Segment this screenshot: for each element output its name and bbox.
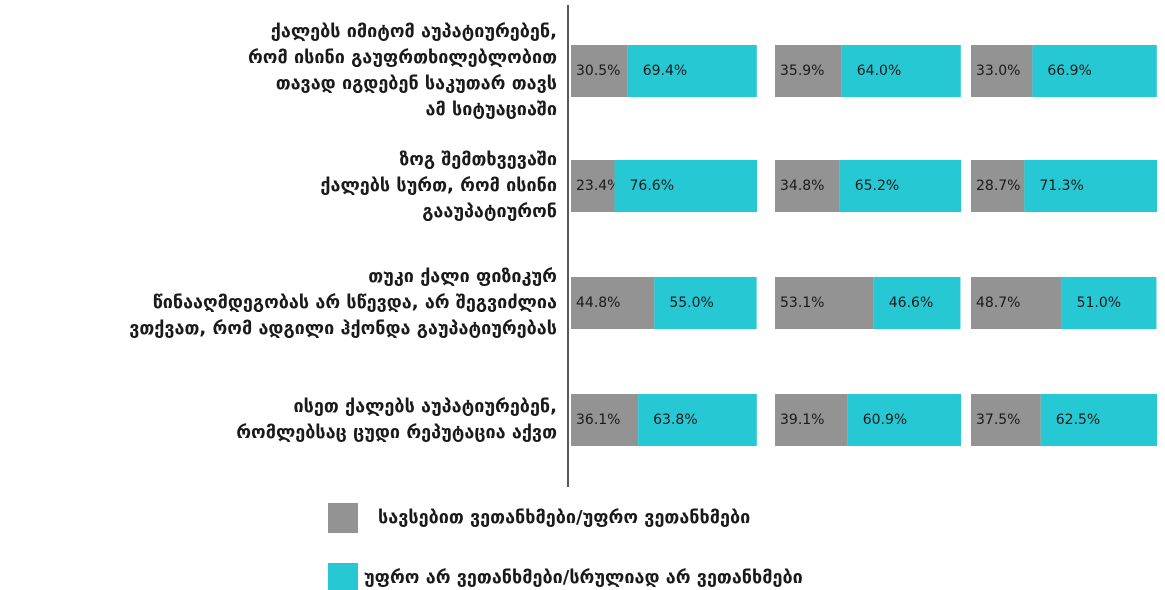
bar-segment [775, 394, 848, 446]
value-label: 51.0% [1077, 295, 1121, 311]
legend-swatch [328, 563, 358, 590]
value-label: 53.1% [780, 295, 824, 311]
bar-segment [775, 160, 840, 212]
value-label: 34.8% [780, 178, 824, 194]
bar-segment [839, 160, 961, 212]
bar-segment [1040, 394, 1157, 446]
bar-segment [971, 160, 1025, 212]
bar-segment [571, 160, 615, 212]
category-label: რომ ისინი გაუფრთხილებლობით [248, 47, 557, 68]
value-label: 28.7% [976, 178, 1020, 194]
legend-swatch [328, 503, 358, 533]
value-label: 33.0% [976, 63, 1020, 79]
category-label: ქალებს იმიტომ აუპატიურებენ, [271, 21, 557, 42]
bar-segment [1024, 160, 1157, 212]
bar-segment [627, 45, 757, 97]
value-label: 65.2% [855, 178, 899, 194]
bar-segment [971, 45, 1033, 97]
value-label: 46.6% [889, 295, 933, 311]
category-label: რომლებსაც ცუდი რეპუტაცია აქვთ [236, 422, 557, 443]
bar-segment [571, 394, 639, 446]
value-label: 66.9% [1047, 63, 1091, 79]
value-label: 69.4% [643, 63, 687, 79]
legend-label: უფრო არ ვეთანხმები/სრულიად არ ვეთანხმები [364, 567, 803, 588]
bar-segment [638, 394, 757, 446]
bar-segment [1061, 277, 1157, 329]
bar-segment [971, 277, 1062, 329]
value-label: 63.8% [653, 412, 697, 428]
bar-segment [971, 394, 1041, 446]
bar-segment [571, 45, 628, 97]
bar-segment [654, 277, 757, 329]
value-label: 48.7% [976, 295, 1020, 311]
value-label: 60.9% [863, 412, 907, 428]
value-label: 55.0% [669, 295, 713, 311]
category-label: გააუპატიურონ [422, 201, 557, 222]
bar-segment [847, 394, 961, 446]
category-label: წინააღმდეგობას არ სწევდა, არ შეგვიძლია [153, 292, 557, 313]
value-label: 44.8% [576, 295, 620, 311]
value-label: 64.0% [857, 63, 901, 79]
category-label: ამ სიტუაციაში [426, 99, 557, 120]
value-label: 76.6% [630, 178, 674, 194]
value-label: 39.1% [780, 412, 824, 428]
bar-segment [614, 160, 757, 212]
bar-segment [1032, 45, 1157, 97]
bar-segment [571, 277, 655, 329]
category-label: ვთქვათ, რომ ადგილი ჰქონდა გაუპატიურებას [129, 318, 557, 339]
bar-segment [775, 277, 874, 329]
value-label: 35.9% [780, 63, 824, 79]
value-label: 37.5% [976, 412, 1020, 428]
category-label: თუკი ქალი ფიზიკურ [368, 266, 557, 287]
value-label: 71.3% [1039, 178, 1083, 194]
category-label: ქალებს სურთ, რომ ისინი [320, 175, 557, 196]
value-label: 30.5% [576, 63, 620, 79]
category-label: ისეთ ქალებს აუპატიურებენ, [294, 396, 557, 417]
bar-segment [841, 45, 961, 97]
category-label: ზოგ შემთხვევაში [399, 149, 557, 170]
legend-label: სავსებით ვეთანხმები/უფრო ვეთანხმები [378, 507, 750, 528]
category-label: თავად იგდებენ საკუთარ თავს [276, 73, 557, 94]
value-label: 36.1% [576, 412, 620, 428]
value-label: 23.4% [576, 178, 620, 194]
value-label: 62.5% [1056, 412, 1100, 428]
bar-segment [775, 45, 842, 97]
bar-segment [873, 277, 961, 329]
